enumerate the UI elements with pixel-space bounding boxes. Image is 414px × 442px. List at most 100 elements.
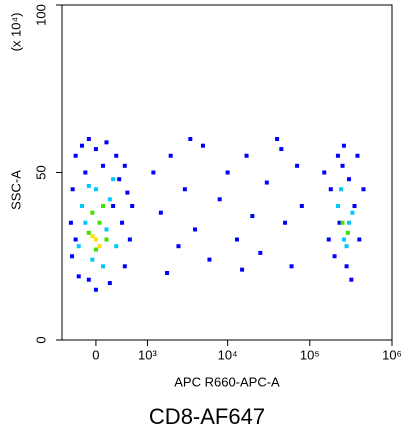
event-dot (240, 267, 245, 272)
event-dot (86, 183, 91, 188)
event-dot (352, 204, 357, 208)
event-dot (337, 220, 342, 225)
y-tick-label: 50 (33, 165, 48, 179)
event-dot (188, 137, 193, 141)
event-dot (299, 204, 304, 208)
event-dot (130, 204, 135, 208)
event-dot (350, 210, 355, 215)
event-dot (93, 287, 98, 292)
event-dot (168, 153, 173, 158)
event-dot (107, 197, 112, 202)
event-dot (332, 254, 337, 259)
event-dot (322, 170, 327, 175)
event-dot (326, 237, 331, 242)
event-dot (80, 204, 85, 208)
x-tick-label: 10⁴ (218, 347, 238, 362)
event-dot (176, 244, 181, 249)
event-dot (93, 247, 98, 252)
event-dot (340, 220, 345, 225)
event-dot (86, 137, 91, 141)
event-dot (200, 143, 205, 148)
event-dot (275, 137, 280, 141)
event-dot (114, 244, 119, 249)
event-dot (340, 163, 345, 168)
event-dot (328, 187, 333, 192)
event-dot (93, 187, 98, 192)
event-dot (279, 147, 284, 152)
event-dot (104, 227, 109, 232)
event-dot (86, 230, 91, 235)
event-dot (158, 210, 163, 215)
event-dot (125, 190, 130, 195)
event-dot (107, 281, 112, 286)
event-dot (90, 234, 95, 239)
y-tick-label: 0 (33, 336, 48, 343)
event-dot (335, 204, 340, 208)
event-dot (97, 220, 102, 225)
event-dot (244, 153, 249, 158)
event-dot (349, 277, 354, 282)
event-dot (207, 257, 212, 262)
event-dot (97, 244, 102, 249)
event-dot (344, 264, 349, 269)
event-dot (70, 187, 75, 192)
event-dot (76, 274, 81, 279)
event-dot (151, 170, 156, 175)
event-dot (347, 220, 352, 225)
event-dot (357, 237, 362, 242)
event-dot (289, 264, 294, 269)
event-dot (193, 227, 198, 232)
event-dot (93, 147, 98, 152)
event-dot (101, 204, 106, 208)
event-dot (76, 244, 81, 249)
event-dot (225, 170, 230, 175)
event-dot (101, 264, 106, 269)
x-tick-label: 0 (92, 347, 99, 362)
event-dot (70, 254, 75, 259)
y-axis-label: SSC-A (8, 170, 23, 210)
event-dot (93, 237, 98, 242)
event-dot (258, 250, 263, 255)
event-dot (361, 187, 366, 192)
event-dot (122, 163, 127, 168)
event-dot (83, 220, 88, 225)
event-dot (80, 143, 85, 148)
event-dot (68, 220, 73, 225)
event-dot (341, 237, 346, 242)
y-multiplier: (x 10⁴) (8, 13, 23, 52)
event-dot (122, 264, 127, 269)
event-dot (86, 277, 91, 282)
event-dot (335, 153, 340, 158)
event-dot (182, 187, 187, 192)
event-dot (165, 271, 170, 275)
event-dot (234, 237, 239, 242)
event-dot (264, 180, 269, 185)
x-tick-label: 10³ (138, 347, 157, 362)
event-dot (104, 237, 109, 242)
event-dot (355, 153, 360, 158)
event-dot (111, 204, 116, 208)
event-dot (111, 177, 116, 182)
event-dot (90, 210, 95, 215)
event-dot (117, 177, 122, 182)
caption: CD8-AF647 (149, 404, 265, 429)
event-dot (120, 220, 125, 225)
event-dot (101, 163, 106, 168)
event-dot (344, 244, 349, 249)
event-dot (127, 237, 132, 242)
event-dot (114, 153, 119, 158)
x-tick-label: 10⁵ (300, 347, 320, 362)
event-dot (341, 143, 346, 148)
event-dot (295, 163, 300, 168)
event-dot (90, 257, 95, 262)
event-dot (283, 220, 288, 225)
event-dot (345, 230, 350, 235)
event-dot (83, 170, 88, 175)
event-dot (73, 237, 78, 242)
event-dot (347, 177, 352, 182)
event-dot (250, 214, 255, 219)
event-dot (73, 153, 78, 158)
event-dot (104, 140, 109, 145)
y-tick-label: 100 (33, 4, 48, 26)
